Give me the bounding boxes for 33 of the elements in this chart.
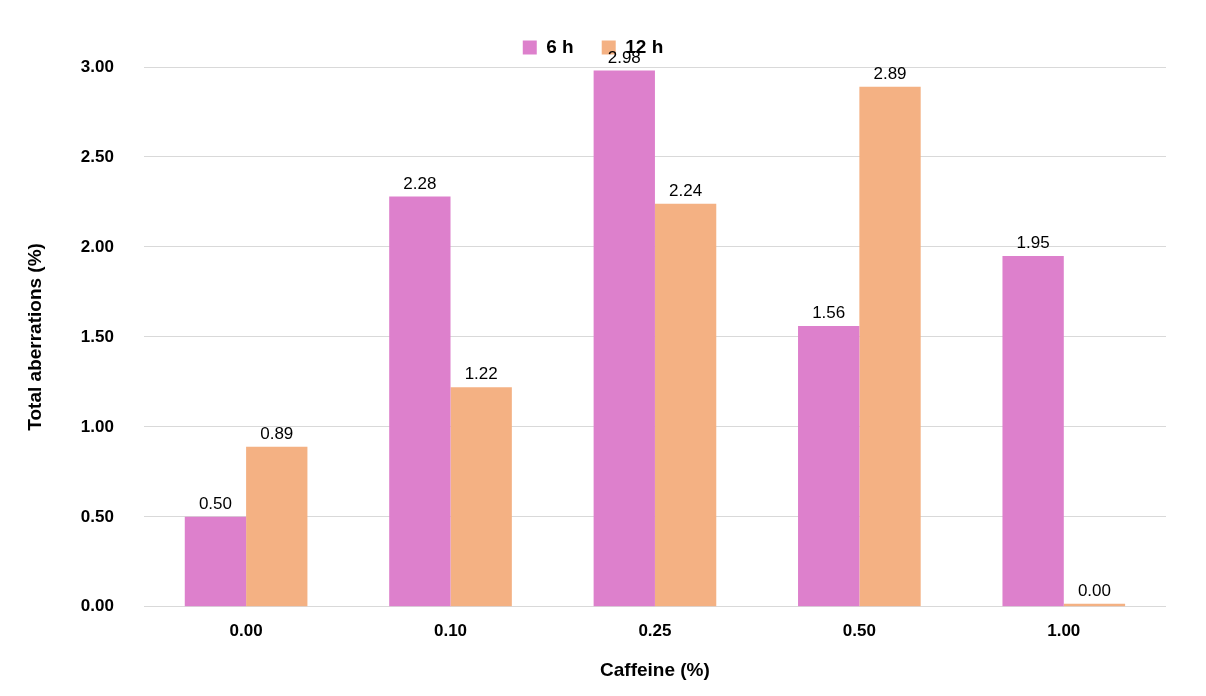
- y-tick-label: 2.50: [80, 146, 114, 166]
- data-label: 1.56: [812, 303, 846, 323]
- bar: [246, 446, 308, 607]
- data-label: 0.50: [198, 494, 232, 514]
- y-tick-label: 2.00: [80, 236, 114, 256]
- bar: [450, 387, 512, 607]
- bar: [1002, 255, 1064, 607]
- legend-label: 6 h: [546, 35, 574, 57]
- x-axis-title: Caffeine (%): [600, 658, 710, 680]
- y-tick-label: 3.00: [80, 56, 114, 76]
- data-label: 0.89: [260, 423, 294, 443]
- data-label: 1.95: [1016, 233, 1050, 253]
- bar: [798, 326, 860, 607]
- y-tick-label: 1.50: [80, 326, 114, 346]
- data-label: 0.00: [1077, 580, 1111, 600]
- x-tick-label: 1.00: [1047, 620, 1081, 640]
- bar: [184, 516, 247, 607]
- x-tick-label: 0.50: [842, 620, 876, 640]
- y-axis-title: Total aberrations (%): [23, 243, 45, 431]
- data-label: 2.28: [403, 173, 437, 193]
- data-label: 2.24: [669, 180, 703, 200]
- y-tick-label: 1.00: [80, 416, 114, 436]
- data-label: 2.89: [873, 63, 907, 83]
- y-tick-label: 0.00: [80, 596, 114, 616]
- data-label: 1.22: [464, 364, 498, 384]
- x-tick-label: 0.00: [229, 620, 263, 640]
- bar: [593, 70, 655, 607]
- x-tick-label: 0.25: [638, 620, 672, 640]
- y-tick-label: 0.50: [80, 506, 114, 526]
- bar: [654, 203, 717, 607]
- bar: [389, 196, 451, 607]
- bar: [859, 86, 921, 607]
- x-tick-label: 0.10: [433, 620, 468, 640]
